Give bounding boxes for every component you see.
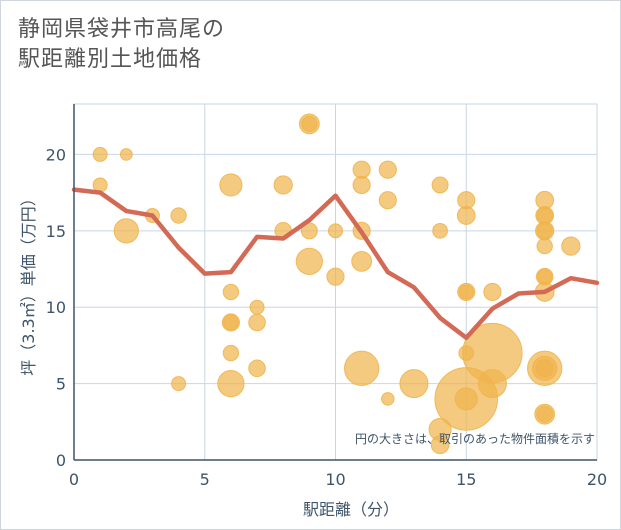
chart-title-line-2: 駅距離別土地価格	[18, 47, 203, 72]
x-tick-label: 5	[200, 470, 210, 489]
x-axis-label: 駅距離（分）	[303, 500, 399, 519]
bubble-point	[536, 405, 554, 423]
bubble-point	[430, 435, 450, 455]
bubble-point	[381, 392, 395, 406]
bubble-point	[431, 176, 449, 194]
y-tick-label: 5	[56, 375, 66, 394]
bubble-point	[456, 206, 476, 225]
bubble-point	[249, 299, 265, 315]
y-tick-label: 10	[46, 298, 66, 317]
bubble-point	[536, 222, 553, 239]
bubble-point	[248, 359, 266, 378]
bubble-point	[219, 173, 243, 197]
bubble-point	[399, 369, 429, 399]
y-tick-label: 15	[46, 222, 66, 241]
trend-line	[71, 187, 600, 341]
bubble-point	[222, 344, 240, 362]
bubble-point	[378, 191, 397, 210]
bubble-point	[483, 282, 502, 302]
bubble-point	[217, 370, 245, 398]
bubble-point	[378, 160, 397, 179]
bubble-point	[301, 115, 318, 133]
bubble-point	[352, 160, 371, 179]
x-tick-label: 10	[325, 470, 345, 489]
bubble-point	[326, 267, 345, 286]
bubble-point	[454, 387, 478, 411]
chart-title: 静岡県袋井市高尾の 駅距離別土地価格	[18, 15, 225, 75]
x-tick-label: 15	[456, 470, 476, 489]
bubble-point	[351, 250, 373, 272]
bubble-point	[222, 283, 240, 301]
y-tick-label: 0	[56, 451, 66, 470]
x-tick-label: 0	[69, 470, 79, 489]
bubble-point	[273, 175, 293, 195]
chart-title-line-1: 静岡県袋井市高尾の	[18, 17, 226, 42]
annotation-text: 円の大きさは、取引のあった物件面積を示す	[355, 431, 595, 446]
bubble-point	[535, 359, 554, 378]
bubble-point	[561, 236, 581, 256]
bubble-point	[295, 247, 323, 275]
y-tick-label: 20	[46, 145, 66, 164]
x-tick-label: 20	[587, 470, 607, 489]
bubble-point	[223, 314, 239, 331]
bubble-point	[477, 369, 507, 399]
bubble-point	[328, 223, 343, 239]
bubble-point	[536, 237, 553, 255]
bubble-point	[352, 175, 371, 195]
bubbles	[92, 113, 581, 455]
bubble-point	[92, 146, 108, 162]
y-axis-label: 坪（3.3㎡）単価（万円）	[19, 190, 38, 375]
bubble-point	[458, 284, 474, 300]
bubble-point	[344, 350, 380, 386]
bubble-point	[432, 222, 448, 239]
bubble-point	[113, 218, 139, 244]
bubble-point	[171, 376, 187, 392]
bubble-point	[119, 148, 133, 161]
bubble-point	[537, 269, 553, 285]
axes: 0 5 10 15 20 0 5 10 15 20	[46, 104, 607, 489]
bubble-point	[248, 313, 266, 332]
trend-line-group	[71, 187, 600, 341]
bubble-point	[170, 207, 187, 224]
bubble-point	[536, 207, 553, 224]
